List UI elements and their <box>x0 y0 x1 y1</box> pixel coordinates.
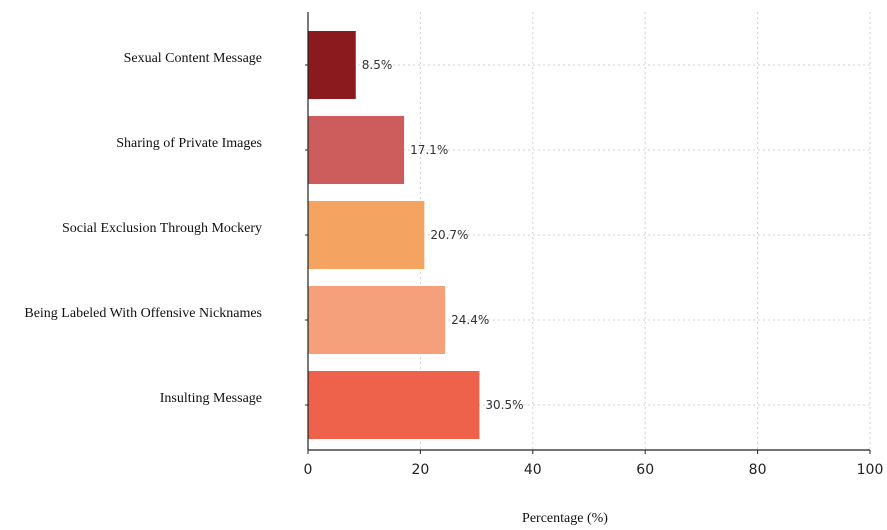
category-label: Sharing of Private Images <box>116 136 262 151</box>
category-label: Social Exclusion Through Mockery <box>62 221 262 236</box>
bar <box>308 201 425 269</box>
x-tick-labels: 0 20 40 60 80 100 <box>304 450 884 478</box>
bar <box>308 116 405 184</box>
data-label: 24.4% <box>451 313 489 327</box>
bars <box>308 31 480 439</box>
x-tick-label: 20 <box>411 462 429 478</box>
x-tick-label: 100 <box>857 462 884 478</box>
bar <box>308 286 446 354</box>
data-label: 8.5% <box>362 58 393 72</box>
x-tick-label: 40 <box>524 462 542 478</box>
category-label: Being Labeled With Offensive Nicknames <box>24 306 262 321</box>
x-axis-title: Percentage (%) <box>522 511 608 526</box>
category-label: Sexual Content Message <box>124 51 262 66</box>
bar <box>308 371 480 439</box>
x-tick-label: 80 <box>749 462 767 478</box>
data-label: 30.5% <box>485 398 523 412</box>
data-label: 17.1% <box>410 143 448 157</box>
data-label: 20.7% <box>430 228 468 242</box>
value-labels: 8.5% 17.1% 20.7% 24.4% 30.5% <box>362 58 524 412</box>
category-labels: Sexual Content Message Sharing of Private… <box>24 51 308 406</box>
bar <box>308 31 356 99</box>
category-label: Insulting Message <box>160 391 262 406</box>
x-tick-label: 0 <box>304 462 313 478</box>
x-tick-label: 60 <box>636 462 654 478</box>
